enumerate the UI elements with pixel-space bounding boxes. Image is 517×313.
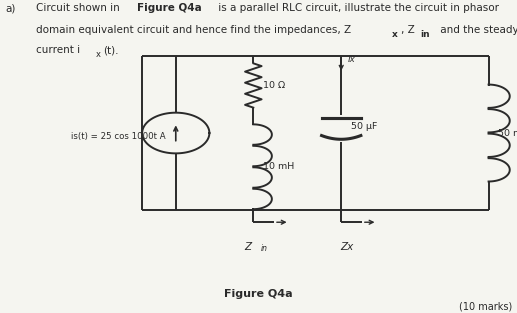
- Text: x: x: [96, 50, 101, 59]
- Text: and the steady state: and the steady state: [437, 25, 517, 35]
- Text: a): a): [5, 3, 16, 13]
- Text: (10 marks): (10 marks): [459, 302, 512, 312]
- Text: (t).: (t).: [103, 45, 119, 55]
- Text: in: in: [420, 30, 430, 39]
- Text: Z: Z: [245, 242, 252, 252]
- Text: is(t) = 25 cos 1000t A: is(t) = 25 cos 1000t A: [71, 132, 165, 141]
- Text: 10 mH: 10 mH: [263, 162, 294, 171]
- Text: in: in: [261, 244, 268, 253]
- Text: Zx: Zx: [340, 242, 353, 252]
- Text: domain equivalent circuit and hence find the impedances, Z: domain equivalent circuit and hence find…: [36, 25, 352, 35]
- Text: , Z: , Z: [401, 25, 415, 35]
- Text: 50 mH: 50 mH: [498, 129, 517, 137]
- Text: 10 Ω: 10 Ω: [263, 81, 285, 90]
- Text: current i: current i: [36, 45, 80, 55]
- Text: ix: ix: [347, 55, 355, 64]
- Text: 50 μF: 50 μF: [351, 122, 377, 131]
- Text: Figure Q4a: Figure Q4a: [224, 289, 293, 299]
- Text: x: x: [392, 30, 398, 39]
- Text: is a parallel RLC circuit, illustrate the circuit in phasor: is a parallel RLC circuit, illustrate th…: [215, 3, 498, 13]
- Text: Circuit shown in: Circuit shown in: [36, 3, 123, 13]
- Text: Figure Q4a: Figure Q4a: [137, 3, 202, 13]
